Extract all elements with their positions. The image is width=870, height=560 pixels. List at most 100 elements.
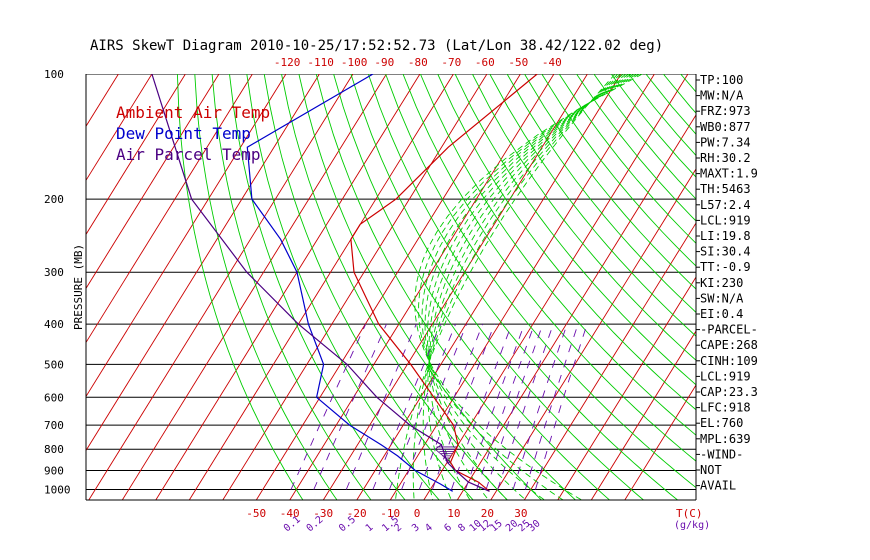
parcel-temp-line (151, 74, 490, 492)
bottom-temp-tick-label: 10 (447, 507, 460, 520)
dry-adiabat (315, 74, 576, 500)
index-item: L57:2.4 (700, 198, 751, 212)
bottom-temp-tick-label: -20 (347, 507, 367, 520)
mixing-ratio-tick-label: 15 (489, 518, 505, 534)
mixing-ratio-line (372, 323, 442, 490)
chart-frame (85, 74, 697, 501)
pressure-tick-label: 100 (44, 68, 64, 81)
mixing-ratio-tick-label: 8 (456, 522, 468, 534)
isotherm-line (624, 384, 696, 500)
index-item: MAXT:1.9 (700, 167, 758, 181)
top-temp-tick-label: -110 (307, 56, 334, 69)
dry-adiabat (176, 74, 304, 500)
mixing-ratio-line (524, 323, 579, 490)
mixing-ratio-line (401, 323, 468, 490)
bottom-temp-tick-label: -50 (246, 507, 266, 520)
dry-adiabat (489, 74, 696, 337)
index-item: CAPE:268 (700, 338, 758, 352)
dry-adiabat (524, 74, 696, 290)
dry-adiabat (211, 74, 372, 500)
index-item: -PARCEL- (700, 323, 758, 337)
top-temp-tick-label: -80 (408, 56, 428, 69)
dry-adiabat (645, 74, 696, 135)
isotherm-line (86, 74, 119, 128)
isotherm-line (86, 74, 186, 236)
bottom-temp-tick-label: -10 (380, 507, 400, 520)
index-item: TT:-0.9 (700, 260, 751, 274)
isotherm-line (222, 74, 488, 500)
mixing-ratio-tick-label: 3 (410, 522, 422, 534)
dry-adiabat (402, 74, 696, 462)
pressure-tick-label: 1000 (44, 483, 71, 496)
isotherm-line (86, 74, 287, 398)
mixing-ratio-line (345, 323, 417, 490)
isotherm-line (590, 330, 696, 500)
pressure-tick-label: 500 (44, 358, 64, 371)
top-temp-tick-label: -90 (374, 56, 394, 69)
mixing-ratio-line (476, 323, 535, 490)
index-item: -WIND- (700, 447, 743, 461)
index-item: TP:100 (700, 73, 743, 87)
index-item: MW:N/A (700, 89, 744, 103)
isotherm-line (188, 74, 454, 500)
moist-adiabat (427, 74, 624, 500)
top-temp-tick-label: -40 (542, 56, 562, 69)
moist-adiabat (414, 74, 643, 500)
mixing-ratio-line (512, 323, 568, 490)
index-item: EL:760 (700, 416, 743, 430)
moist-adiabat (428, 74, 627, 500)
mixing-ratio-line (290, 323, 367, 490)
isotherm-line (86, 74, 253, 344)
index-item: LFC:918 (700, 401, 751, 415)
x-axis-unit-label: T(C) (676, 507, 703, 520)
mixing-ratio-unit-label: (g/kg) (674, 520, 710, 531)
isotherm-line (322, 74, 588, 500)
mixing-ratio-tick-label: 2 (392, 522, 404, 534)
dry-adiabat (437, 74, 696, 411)
dry-adiabat (350, 74, 644, 500)
mixing-ratio-line (535, 323, 588, 490)
pressure-tick-label: 800 (44, 443, 64, 456)
isotherm-line (86, 74, 153, 182)
isotherm-line (356, 74, 622, 500)
isotherm-line (490, 168, 696, 500)
pressure-tick-label: 700 (44, 419, 64, 432)
isotherm-line (289, 74, 555, 500)
mixing-ratio-tick-label: 30 (526, 518, 542, 534)
chart-title: AIRS SkewT Diagram 2010-10-25/17:52:52.7… (90, 38, 663, 54)
moist-adiabat (426, 74, 632, 500)
isotherm-line (88, 74, 354, 500)
index-item: WB0:877 (700, 120, 751, 134)
moist-adiabat (424, 74, 635, 500)
dry-adiabat (246, 74, 440, 500)
index-item: LCL:919 (700, 369, 751, 383)
mixing-ratio-line (313, 323, 387, 490)
index-item: NOT (700, 463, 722, 477)
legend-item-0: Ambient Air Temp (116, 103, 270, 122)
pressure-tick-label: 300 (44, 266, 64, 279)
isotherm-line (557, 276, 696, 500)
moist-adiabat (395, 74, 616, 500)
mixing-ratio-line (418, 323, 484, 490)
top-temp-tick-label: -50 (508, 56, 528, 69)
bottom-temp-tick-label: -30 (313, 507, 333, 520)
index-item: FRZ:973 (700, 104, 751, 118)
chart-background (86, 74, 696, 500)
mixing-ratio-tick-label: 4 (423, 522, 435, 534)
isotherm-line (523, 222, 696, 500)
moist-adiabat (428, 74, 629, 500)
dry-adiabat (419, 74, 696, 436)
chart-series (151, 74, 538, 492)
index-item: CINH:109 (700, 354, 758, 368)
index-item: SW:N/A (700, 291, 744, 305)
index-item: CAP:23.3 (700, 385, 758, 399)
top-temp-tick-label: -120 (274, 56, 301, 69)
legend-item-2: Air Parcel Temp (116, 145, 261, 164)
isotherm-line (456, 114, 696, 500)
index-item: EI:0.4 (700, 307, 743, 321)
index-item: KI:230 (700, 276, 743, 290)
moist-adiabat (418, 74, 640, 500)
dry-adiabat (281, 74, 508, 500)
